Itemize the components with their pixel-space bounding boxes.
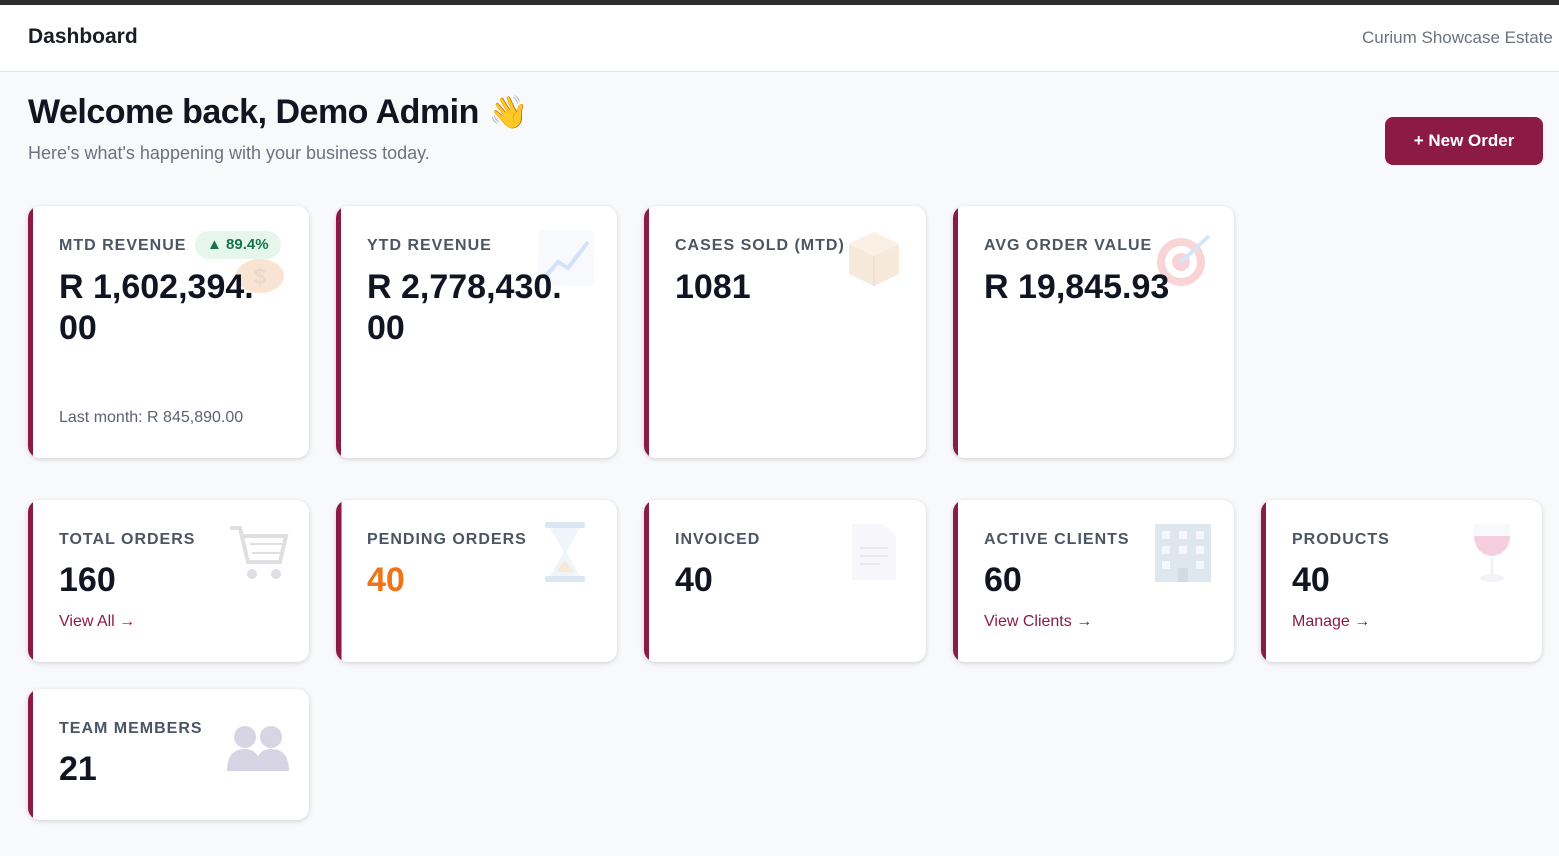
card-value: 40 (1292, 561, 1330, 599)
chart-up-icon (538, 230, 594, 286)
view-all-orders-link[interactable]: View All → (59, 613, 136, 630)
package-icon (849, 232, 899, 286)
mtd-revenue-card: MTD REVENUE ▲ 89.4% $ R 1,602,394.00 Las… (28, 206, 309, 458)
money-bag-icon: $ (236, 259, 284, 293)
card-value: 60 (984, 561, 1022, 599)
products-card[interactable]: PRODUCTS 40 Manage → (1261, 500, 1542, 662)
organization-name[interactable]: Curium Showcase Estate (1362, 28, 1553, 47)
wine-glass-icon (1473, 524, 1511, 582)
card-value: 1081 (675, 268, 751, 306)
target-icon (1157, 234, 1211, 286)
card-value: R 19,845.93 (984, 268, 1170, 306)
document-icon (852, 524, 896, 580)
card-note: Last month: R 845,890.00 (59, 409, 244, 426)
card-value: 40 (675, 561, 713, 599)
pending-orders-card: PENDING ORDERS 40 (336, 500, 617, 662)
page-title: Dashboard (28, 25, 138, 48)
welcome-heading: Welcome back, Demo Admin 👋 (28, 93, 529, 132)
avg-order-value-card: AVG ORDER VALUE R 19,845.93 (953, 206, 1234, 458)
welcome-subtitle: Here's what's happening with your busine… (28, 143, 430, 163)
building-icon (1155, 524, 1211, 582)
card-label: ACTIVE CLIENTS (984, 531, 1130, 548)
hourglass-icon (545, 522, 585, 582)
active-clients-card[interactable]: ACTIVE CLIENTS 60 View Clients → (953, 500, 1234, 662)
card-value: R 2,778,430.00 (367, 268, 562, 347)
card-label: TEAM MEMBERS (59, 720, 203, 737)
invoiced-card: INVOICED 40 (644, 500, 926, 662)
card-label: INVOICED (675, 531, 761, 548)
card-value: 21 (59, 750, 97, 788)
manage-products-link[interactable]: Manage → (1292, 613, 1371, 630)
new-order-button[interactable]: + New Order (1385, 117, 1543, 165)
card-value: R 1,602,394.00 (59, 268, 254, 347)
svg-text:$: $ (254, 264, 266, 289)
ytd-revenue-card: YTD REVENUE R 2,778,430.00 (336, 206, 617, 458)
total-orders-card[interactable]: TOTAL ORDERS 160 View All → (28, 500, 309, 662)
card-label: CASES SOLD (MTD) (675, 237, 845, 254)
card-label: TOTAL ORDERS (59, 531, 196, 548)
welcome-text: Welcome back, Demo Admin (28, 93, 479, 131)
card-label: AVG ORDER VALUE (984, 237, 1153, 254)
window-top-strip (0, 0, 1559, 5)
card-label: MTD REVENUE (59, 237, 187, 254)
cases-sold-card: CASES SOLD (MTD) 1081 (644, 206, 926, 458)
card-value: 160 (59, 561, 116, 599)
card-label: YTD REVENUE (367, 237, 492, 254)
card-label: PRODUCTS (1292, 531, 1390, 548)
top-header: Dashboard Curium Showcase Estate (0, 5, 1559, 72)
team-members-card: TEAM MEMBERS 21 (28, 689, 309, 820)
view-clients-link[interactable]: View Clients → (984, 613, 1093, 630)
card-value: 40 (367, 561, 405, 599)
card-label: PENDING ORDERS (367, 531, 527, 548)
people-icon (227, 726, 289, 771)
cart-icon (230, 526, 289, 579)
growth-badge: ▲ 89.4% (195, 231, 281, 259)
waving-hand-icon: 👋 (488, 94, 529, 130)
